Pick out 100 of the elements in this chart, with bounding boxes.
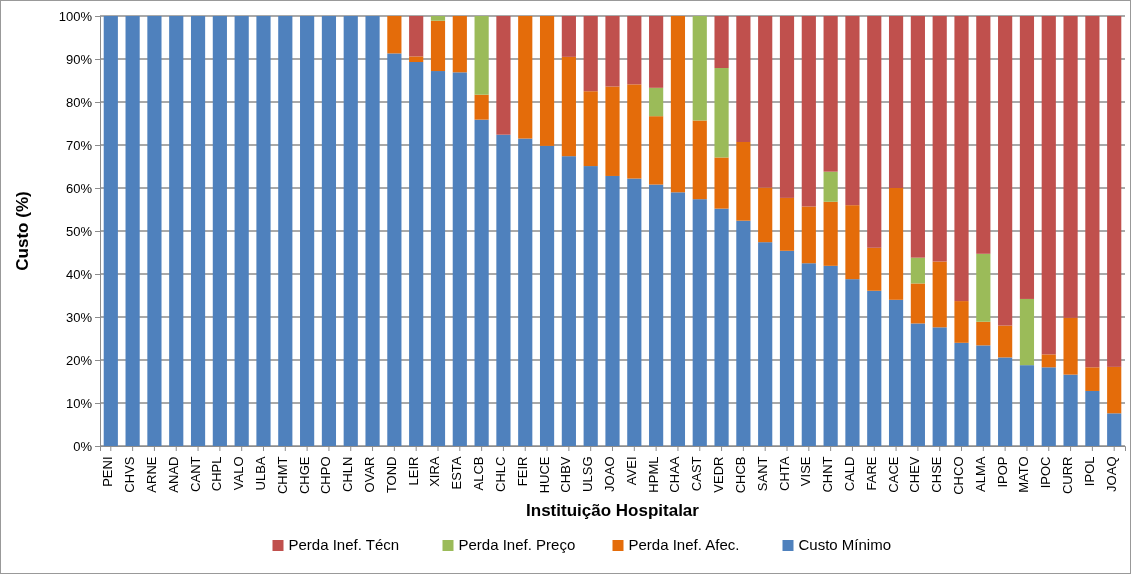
bar <box>561 16 576 57</box>
bar <box>583 16 598 92</box>
bar <box>867 16 882 248</box>
x-tick-label: CHLC <box>492 456 508 492</box>
bar <box>998 357 1013 446</box>
bar <box>474 16 489 95</box>
bar <box>779 197 795 251</box>
x-tick-label: ALMA <box>972 456 988 492</box>
bar <box>387 16 402 54</box>
bar <box>976 253 991 322</box>
bar <box>954 301 969 343</box>
bar <box>1107 366 1122 414</box>
bar <box>1063 317 1078 375</box>
x-tick-label: CHSE <box>929 456 945 493</box>
bar <box>190 16 206 446</box>
x-tick-label: CHMT <box>274 456 290 495</box>
legend-label: Perda Inef. Técn <box>288 535 400 553</box>
x-tick-label: PENI <box>100 456 116 487</box>
legend-label: Perda Inef. Afec. <box>628 535 740 553</box>
bar <box>561 156 576 446</box>
bar <box>998 325 1013 358</box>
x-tick-label: CACE <box>885 456 901 493</box>
bar <box>910 283 925 324</box>
bar <box>1085 390 1100 446</box>
bar <box>1107 16 1122 367</box>
bar <box>518 16 533 139</box>
bar <box>867 290 882 446</box>
bar <box>888 16 904 188</box>
bar <box>779 16 795 198</box>
bar <box>823 201 838 266</box>
bar <box>212 16 227 446</box>
bar <box>649 184 664 446</box>
bar <box>1041 367 1056 446</box>
x-tick-label: CHCB <box>732 456 748 494</box>
x-tick-label: CHLN <box>340 456 356 492</box>
bar <box>583 91 598 167</box>
bar <box>910 16 925 258</box>
bar <box>627 16 642 85</box>
bar <box>649 116 664 185</box>
bar <box>801 263 816 446</box>
x-tick-label: FARE <box>863 456 879 491</box>
x-tick-label: VISE <box>798 456 814 487</box>
bar <box>539 16 555 146</box>
y-tick-label: 100% <box>58 8 93 24</box>
x-tick-label: ARNE <box>143 456 159 493</box>
y-tick-label: 80% <box>65 94 93 110</box>
legend-label: Perda Inef. Preço <box>458 535 576 553</box>
x-tick-label: TOND <box>383 456 399 494</box>
x-tick-label: CHAA <box>667 456 683 493</box>
x-tick-label: CHGE <box>296 456 312 495</box>
bar <box>430 16 446 21</box>
x-tick-label: CHPO <box>318 456 334 495</box>
bar <box>321 16 337 446</box>
x-tick-label: CHVS <box>122 456 138 493</box>
bar <box>998 16 1013 326</box>
bar <box>736 16 751 142</box>
bar <box>1041 16 1056 355</box>
x-tick-label: CANT <box>187 456 203 492</box>
bar <box>1085 367 1100 391</box>
bar <box>409 62 424 446</box>
bar <box>387 53 402 446</box>
x-tick-label: CHNT <box>820 456 836 493</box>
bar <box>343 16 358 446</box>
bar <box>823 171 838 202</box>
bar <box>692 199 707 446</box>
bar <box>496 16 511 135</box>
bar <box>452 16 467 73</box>
bar <box>714 208 729 446</box>
bar <box>888 299 904 446</box>
bar <box>605 86 620 176</box>
bar <box>605 16 620 87</box>
x-tick-label: ALCB <box>471 456 487 491</box>
x-tick-label: ANAD <box>165 456 181 493</box>
bar <box>169 16 184 446</box>
bar <box>714 157 729 209</box>
y-tick-label: 0% <box>73 438 93 454</box>
x-tick-label: CHTA <box>776 456 792 491</box>
bar <box>452 72 467 446</box>
x-tick-label: CHBV <box>558 456 574 493</box>
x-tick-label: CHEV <box>907 456 923 493</box>
bar <box>670 16 686 193</box>
bar <box>409 56 424 63</box>
bar <box>1063 16 1078 318</box>
bar <box>976 321 991 346</box>
bar <box>867 247 882 291</box>
x-tick-label: JOAQ <box>1103 456 1119 492</box>
bar <box>932 327 947 446</box>
bar <box>736 141 751 221</box>
x-tick-label: ESTA <box>449 456 465 490</box>
x-tick-label: ULSG <box>580 456 596 492</box>
y-tick-label: 70% <box>65 137 93 153</box>
y-tick-label: 20% <box>65 352 93 368</box>
bar <box>1019 365 1035 446</box>
bar <box>234 16 249 446</box>
bar <box>1063 374 1078 446</box>
bar <box>758 187 773 243</box>
bar <box>103 16 118 446</box>
bar <box>888 188 904 300</box>
bar <box>430 20 446 72</box>
bar <box>1019 298 1035 366</box>
